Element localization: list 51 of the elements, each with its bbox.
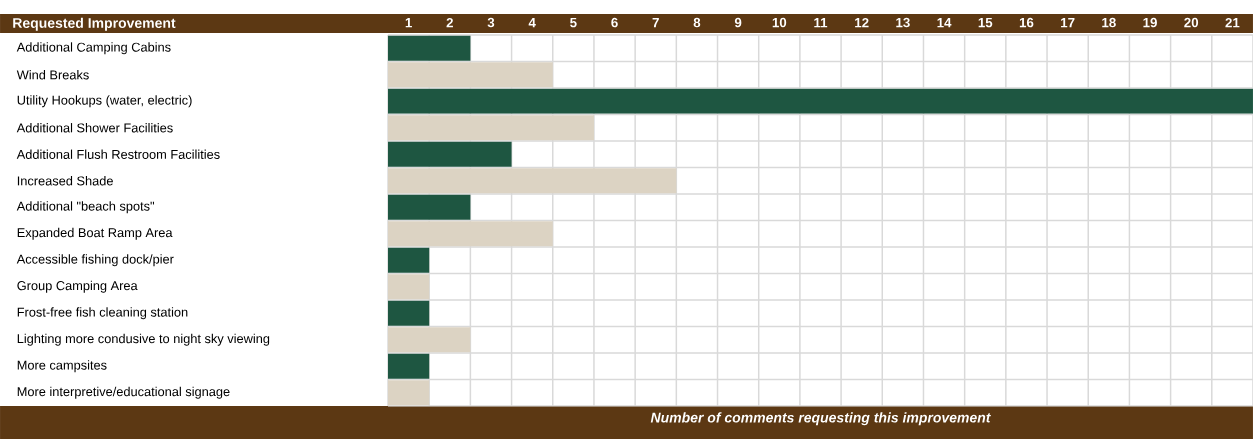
bar xyxy=(388,247,430,273)
x-tick-label: 17 xyxy=(1061,18,1075,28)
x-tick-label: 11 xyxy=(814,18,828,28)
y-axis-title: Requested Improvement xyxy=(13,17,176,31)
x-tick-label: 7 xyxy=(652,18,659,28)
y-tick-label: Expanded Boat Ramp Area xyxy=(17,227,173,240)
bar xyxy=(388,221,553,247)
bar xyxy=(388,353,430,379)
y-tick-label: Increased Shade xyxy=(17,176,113,186)
x-tick-label: 14 xyxy=(937,18,952,28)
y-tick-label: Wind Breaks xyxy=(16,70,89,80)
x-tick-label: 1 xyxy=(405,18,412,28)
x-tick-label: 20 xyxy=(1184,17,1199,28)
bar xyxy=(388,35,471,61)
x-tick-label: 2 xyxy=(446,17,453,28)
y-tick-label: Additional "beach spots" xyxy=(16,201,155,214)
x-tick-label: 4 xyxy=(528,18,536,28)
x-axis-title: Number of comments requesting this improvement xyxy=(650,412,991,426)
bar xyxy=(388,274,430,300)
y-tick-label: Additional Camping Cabins xyxy=(16,42,171,55)
bar xyxy=(388,168,677,194)
y-tick-label: Additional Flush Restroom Facilities xyxy=(16,149,220,159)
bar xyxy=(388,380,430,406)
bar xyxy=(388,327,471,353)
y-tick-label: More interpretive/educational signage xyxy=(17,386,230,399)
x-tick-label: 18 xyxy=(1102,17,1116,28)
x-tick-label: 16 xyxy=(1019,17,1034,28)
x-tick-label: 19 xyxy=(1143,17,1157,28)
bar xyxy=(388,115,594,141)
x-tick-label: 12 xyxy=(855,17,869,28)
bar xyxy=(388,62,553,88)
y-tick-label: Group Camping Area xyxy=(17,280,138,293)
x-tick-label: 13 xyxy=(896,17,910,28)
x-tick-label: 3 xyxy=(487,17,495,28)
x-tick-label: 15 xyxy=(978,17,993,28)
x-tick-label: 10 xyxy=(772,17,787,28)
bar xyxy=(388,88,1253,114)
y-tick-label: Lighting more condusive to night sky viewing xyxy=(17,333,270,346)
x-tick-label: 21 xyxy=(1225,17,1240,28)
bar xyxy=(388,141,512,167)
y-tick-label: Utility Hookups (water, electric) xyxy=(17,95,192,108)
y-tick-label: Accessible fishing dock/pier xyxy=(16,254,174,267)
x-tick-label: 8 xyxy=(693,17,701,28)
y-tick-label: Additional Shower Facilities xyxy=(16,123,173,133)
bar xyxy=(388,194,471,220)
y-tick-label: Frost-free fish cleaning station xyxy=(17,307,188,320)
bar xyxy=(388,300,430,326)
x-tick-label: 5 xyxy=(570,17,577,28)
x-tick-label: 6 xyxy=(611,17,618,28)
y-tick-label: More campsites xyxy=(17,360,107,373)
x-tick-label: 9 xyxy=(734,17,742,28)
